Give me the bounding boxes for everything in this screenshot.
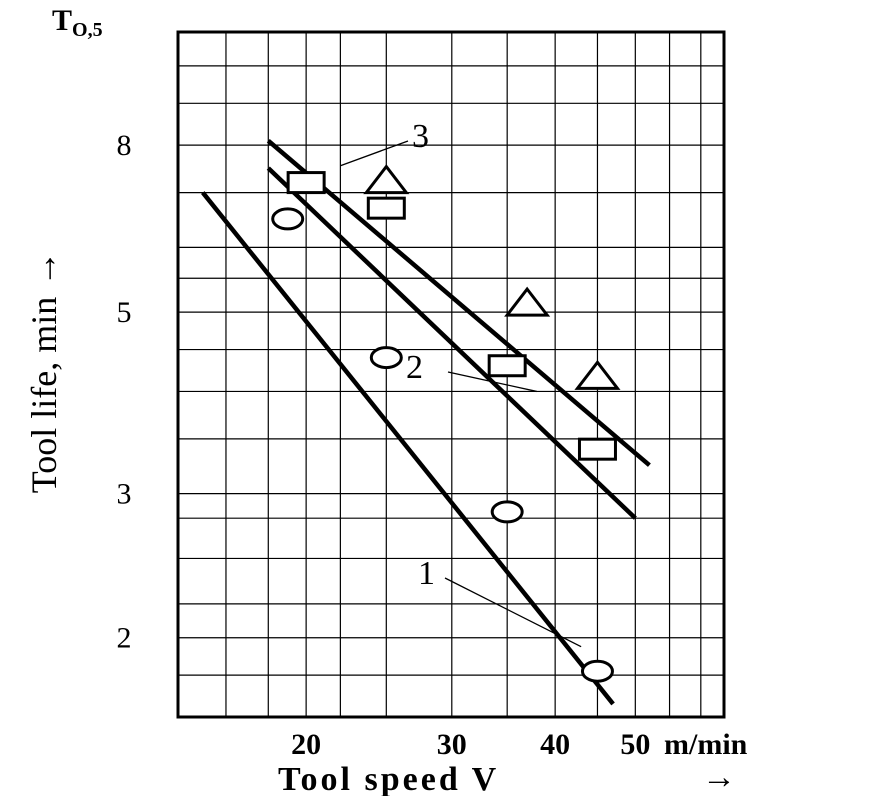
- leader-line-series-2: [447, 371, 537, 393]
- marker-series-3: [363, 164, 410, 195]
- series-label-3: 3: [412, 118, 429, 155]
- series-label-2: 2: [406, 349, 423, 386]
- marker-series-1: [369, 346, 403, 370]
- fit-line-series-1: [201, 191, 615, 706]
- fit-line-series-3: [266, 139, 651, 467]
- series-leader-lines: [340, 140, 582, 648]
- data-markers: [271, 164, 621, 683]
- marker-series-2: [577, 437, 617, 461]
- x-axis-arrow: →: [702, 759, 739, 796]
- marker-series-3: [504, 286, 551, 317]
- series-label-1: 1: [418, 555, 435, 592]
- fit-lines: [201, 139, 651, 706]
- marker-series-3: [574, 359, 621, 390]
- x-unit-label: m/min: [664, 728, 748, 761]
- y-tick-label: 3: [117, 478, 132, 511]
- marker-series-2: [286, 171, 326, 195]
- y-tick-label: 5: [117, 296, 132, 329]
- x-tick-label: 50: [620, 728, 650, 761]
- series-labels: 1 2 3: [406, 118, 435, 592]
- x-tick-labels: 20 30 40 50: [291, 728, 650, 761]
- x-tick-label: 30: [437, 728, 467, 761]
- fit-line-series-2: [266, 166, 637, 520]
- x-axis-title: Tool speed V: [278, 761, 499, 796]
- plot-border: [176, 30, 726, 719]
- x-tick-label: 40: [540, 728, 570, 761]
- x-tick-label: 20: [291, 728, 321, 761]
- y-tick-label: 2: [117, 622, 132, 655]
- leader-line-series-1: [444, 577, 582, 648]
- y-corner-label: TO,5: [52, 4, 103, 41]
- marker-series-1: [271, 207, 305, 231]
- marker-series-1: [580, 659, 614, 683]
- marker-series-2: [487, 354, 527, 378]
- marker-series-2: [366, 196, 406, 220]
- grid: [178, 32, 724, 717]
- y-axis-title: Tool life, min→: [24, 251, 64, 493]
- y-tick-labels: 8 5 3 2: [117, 129, 132, 655]
- plot-frame: [176, 30, 726, 719]
- leader-line-series-3: [340, 140, 409, 167]
- marker-series-1: [490, 500, 524, 524]
- y-tick-label: 8: [117, 129, 132, 162]
